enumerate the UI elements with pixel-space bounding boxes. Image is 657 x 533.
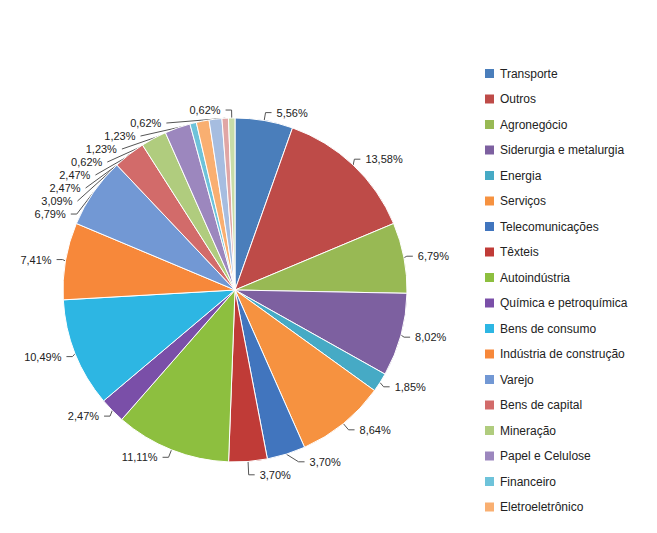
- svg-text:7,41%: 7,41%: [20, 254, 51, 266]
- svg-text:2,47%: 2,47%: [59, 169, 90, 181]
- svg-text:13,58%: 13,58%: [365, 153, 403, 165]
- svg-text:Eletroeletrônico: Eletroeletrônico: [500, 500, 584, 514]
- svg-text:10,49%: 10,49%: [24, 351, 62, 363]
- svg-text:6,79%: 6,79%: [35, 208, 66, 220]
- svg-text:Serviços: Serviços: [500, 194, 546, 208]
- svg-text:3,70%: 3,70%: [310, 456, 341, 468]
- svg-text:1,23%: 1,23%: [104, 130, 135, 142]
- svg-text:Mineração: Mineração: [500, 424, 556, 438]
- svg-text:Autoindústria: Autoindústria: [500, 271, 570, 285]
- svg-text:Agronegócio: Agronegócio: [500, 118, 568, 132]
- svg-text:0,62%: 0,62%: [189, 104, 220, 116]
- svg-text:Têxteis: Têxteis: [500, 245, 539, 259]
- svg-text:Telecomunicações: Telecomunicações: [500, 220, 599, 234]
- svg-text:2,47%: 2,47%: [68, 410, 99, 422]
- svg-text:1,85%: 1,85%: [395, 381, 426, 393]
- svg-text:Siderurgia e metalurgia: Siderurgia e metalurgia: [500, 143, 624, 157]
- svg-text:Financeiro: Financeiro: [500, 475, 556, 489]
- svg-text:Química e petroquímica: Química e petroquímica: [500, 296, 628, 310]
- svg-text:Bens de capital: Bens de capital: [500, 398, 582, 412]
- svg-text:11,11%: 11,11%: [122, 451, 158, 463]
- svg-text:Varejo: Varejo: [500, 373, 534, 387]
- svg-text:Bens de consumo: Bens de consumo: [500, 322, 596, 336]
- svg-text:8,02%: 8,02%: [415, 331, 446, 343]
- svg-text:2,47%: 2,47%: [49, 182, 80, 194]
- svg-text:Energia: Energia: [500, 169, 542, 183]
- svg-text:3,70%: 3,70%: [260, 469, 291, 481]
- svg-text:Transporte: Transporte: [500, 67, 558, 81]
- svg-text:1,23%: 1,23%: [86, 143, 117, 155]
- svg-text:3,09%: 3,09%: [41, 195, 72, 207]
- svg-text:5,56%: 5,56%: [277, 107, 308, 119]
- svg-text:Outros: Outros: [500, 92, 536, 106]
- svg-text:Indústria de construção: Indústria de construção: [500, 347, 625, 361]
- svg-text:6,79%: 6,79%: [418, 250, 449, 262]
- svg-text:0,62%: 0,62%: [130, 117, 161, 129]
- svg-text:8,64%: 8,64%: [360, 424, 391, 436]
- svg-text:Papel e Celulose: Papel e Celulose: [500, 449, 591, 463]
- svg-text:0,62%: 0,62%: [71, 156, 102, 168]
